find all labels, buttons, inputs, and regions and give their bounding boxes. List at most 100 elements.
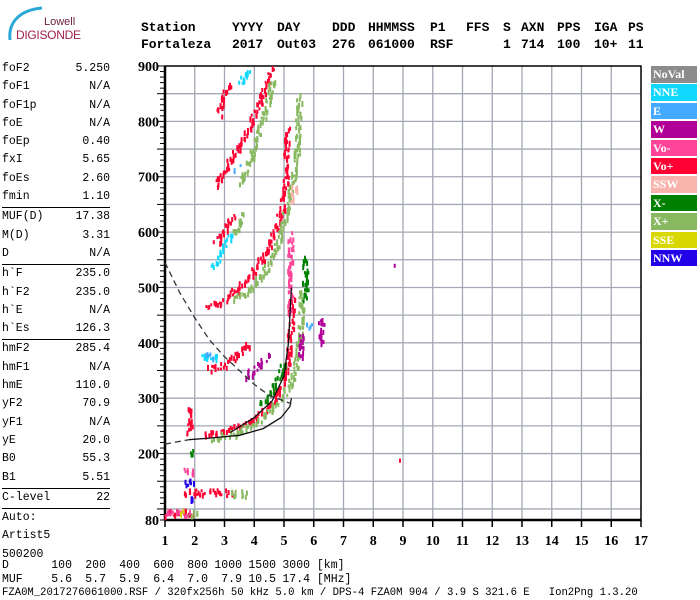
echo-point — [252, 371, 255, 375]
echo-point — [283, 387, 286, 394]
parameter-name: hmF2 — [2, 342, 30, 356]
echo-point — [288, 252, 291, 258]
echo-point — [182, 509, 185, 514]
echo-point — [257, 420, 260, 425]
echo-point — [199, 492, 202, 498]
echo-point — [232, 293, 234, 297]
echo-point — [262, 252, 265, 258]
echo-point — [258, 274, 261, 280]
echo-point — [322, 329, 325, 335]
echo-point — [258, 100, 261, 105]
echo-point — [220, 362, 223, 367]
parameter-name: h`F2 — [2, 285, 30, 299]
x-tick-label: 2 — [191, 534, 198, 549]
echo-point — [190, 408, 193, 414]
echo-point — [251, 118, 254, 122]
echo-point — [233, 295, 236, 299]
trace-W — [298, 333, 305, 361]
echo-point — [180, 511, 182, 518]
echo-point — [221, 106, 224, 112]
parameter-name: yF1 — [2, 415, 23, 429]
echo-point — [297, 141, 300, 148]
echo-point — [271, 66, 274, 72]
echo-point — [298, 332, 300, 338]
echo-point — [252, 273, 255, 280]
echo-point — [252, 155, 254, 162]
echo-point — [261, 88, 264, 92]
echo-point — [227, 298, 230, 301]
echo-point — [299, 93, 302, 98]
echo-point — [273, 390, 275, 396]
echo-point — [295, 118, 298, 123]
x-tick-label: 17 — [634, 534, 648, 549]
x-tick-label: 1 — [162, 534, 169, 549]
echo-point — [296, 344, 299, 348]
echo-point — [241, 495, 244, 499]
echo-point — [286, 163, 289, 170]
parameter-name: yE — [2, 433, 16, 447]
separator — [2, 487, 110, 489]
echo-point — [176, 510, 178, 516]
trace-NNE — [238, 70, 252, 85]
parameter-name: M(D) — [2, 228, 30, 242]
parameter-name: foF2 — [2, 62, 30, 75]
header-label: DDD — [332, 20, 356, 35]
echo-point — [192, 449, 195, 453]
echo-point — [210, 439, 213, 444]
echo-point — [296, 146, 299, 152]
header-label: PPS — [557, 20, 581, 35]
profile-curve — [230, 287, 293, 434]
parameter-row: foF1 N/A — [2, 78, 110, 96]
echo-point — [277, 248, 280, 252]
echo-point — [240, 427, 243, 434]
echo-point — [244, 137, 246, 143]
echo-point — [275, 388, 278, 392]
echo-point — [197, 490, 200, 496]
y-tick-label: 300 — [138, 392, 159, 407]
echo-point — [227, 234, 230, 238]
echo-point — [306, 296, 308, 301]
echo-point — [281, 221, 283, 225]
legend-item-ssw: SSW — [651, 176, 697, 193]
echo-point — [306, 268, 309, 275]
y-tick-label: 600 — [138, 226, 159, 241]
echo-point — [284, 149, 286, 156]
echo-point — [295, 362, 298, 368]
echo-point — [209, 352, 212, 357]
echo-point — [282, 225, 285, 232]
echo-point — [247, 286, 250, 293]
echo-point — [219, 259, 222, 264]
echo-point — [299, 140, 301, 146]
trace-Vo+ — [212, 214, 237, 247]
echo-point — [202, 492, 205, 496]
echo-point — [260, 94, 263, 101]
muf-value: 5.7 — [85, 573, 106, 586]
echo-point — [167, 509, 170, 514]
x-tick-label: 16 — [604, 534, 618, 549]
echo-point — [275, 382, 277, 389]
echo-point — [247, 169, 250, 173]
echo-point — [289, 126, 292, 131]
echo-point — [220, 493, 223, 497]
echo-point — [259, 120, 262, 126]
legend-item-xminus: X- — [651, 194, 697, 212]
echo-point — [242, 212, 245, 216]
echo-point — [311, 323, 313, 327]
echo-point — [189, 427, 192, 432]
echo-point — [289, 261, 292, 267]
muf-value: 10.5 — [248, 573, 276, 586]
echo-point — [230, 237, 233, 244]
parameter-row: foF1p N/A — [2, 97, 110, 115]
header-value: 276 — [332, 37, 356, 52]
echo-point — [252, 120, 255, 126]
echo-point — [292, 259, 295, 266]
echo-point — [287, 128, 290, 134]
echo-point — [236, 295, 238, 299]
echo-point — [217, 438, 220, 443]
echo-point — [177, 510, 180, 515]
echo-point — [300, 290, 303, 297]
trace-E — [306, 322, 313, 331]
echo-point — [299, 290, 301, 295]
parameter-value: N/A — [89, 415, 110, 429]
echo-point — [211, 364, 214, 368]
